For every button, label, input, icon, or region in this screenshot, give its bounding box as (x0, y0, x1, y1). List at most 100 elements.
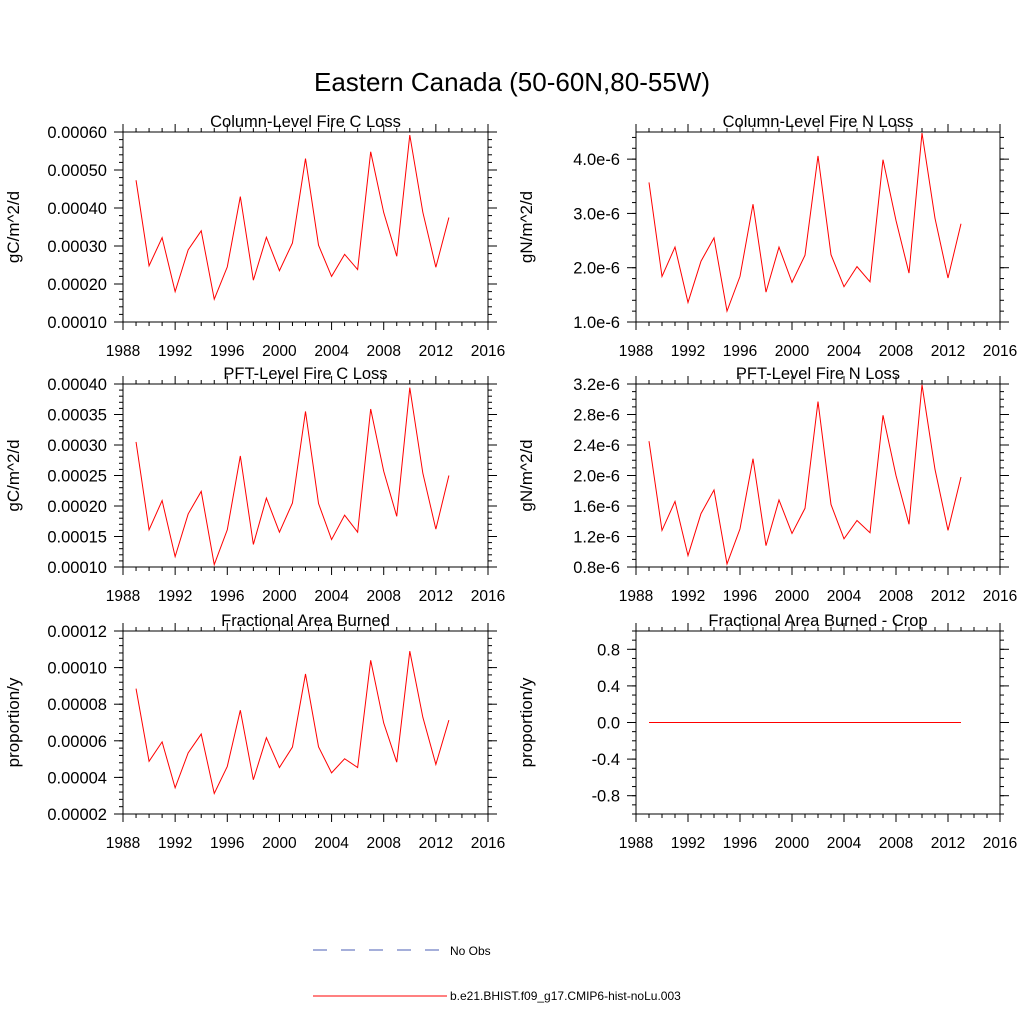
y-tick-label: 0.00060 (47, 124, 107, 142)
panel-column-level-fire-c-loss: Column-Level Fire C Loss gC/m^2/d 1988 1992… (4, 113, 505, 360)
x-tick-label: 2000 (775, 343, 810, 360)
y-tick-label: 0.0 (597, 715, 620, 733)
y-tick-label: 2.0e-6 (573, 468, 620, 486)
legend: No Obs b.e21.BHIST.f09_g17.CMIP6-hist-no… (313, 944, 681, 1003)
x-tick-label: 1996 (210, 835, 244, 852)
y-tick-label: 4.0e-6 (573, 151, 620, 169)
series-line (135, 651, 450, 796)
y-tick-label: -0.8 (592, 788, 620, 806)
y-tick-label: 0.00020 (47, 498, 107, 516)
y-tick-label: 0.00012 (47, 623, 107, 641)
panel-title: Fractional Area Burned (221, 612, 390, 630)
series-line (648, 133, 962, 314)
x-tick-label: 2004 (827, 835, 862, 852)
x-tick-label: 2012 (419, 835, 453, 852)
panel-column-level-fire-n-loss: Column-Level Fire N Loss gN/m^2/d 1988 1992… (517, 113, 1017, 360)
y-axis-label: gN/m^2/d (517, 191, 536, 263)
x-tick-label: 1992 (158, 588, 192, 605)
x-tick-label: 1988 (619, 835, 653, 852)
x-tick-label: 2000 (262, 343, 297, 360)
panel-fractional-area-burned: Fractional Area Burned proportion/y 1988 19… (4, 612, 505, 852)
x-tick-label: 2012 (931, 588, 965, 605)
panel-pft-level-fire-c-loss: PFT-Level Fire C Loss gC/m^2/d 1988 1992 199… (4, 365, 505, 605)
y-tick-label: 0.00010 (47, 559, 107, 577)
x-tick-label: 2012 (931, 835, 965, 852)
y-tick-label: 2.4e-6 (573, 437, 620, 455)
panel-title: PFT-Level Fire N Loss (736, 365, 900, 383)
y-tick-label: 2.0e-6 (573, 260, 620, 278)
x-tick-label: 2016 (983, 343, 1017, 360)
y-tick-label: 0.8 (597, 641, 620, 659)
y-tick-label: 3.2e-6 (573, 376, 620, 394)
x-tick-label: 1996 (210, 588, 244, 605)
x-tick-label: 2008 (366, 343, 400, 360)
y-tick-label: 2.8e-6 (573, 407, 620, 425)
y-tick-label: 0.00006 (47, 733, 107, 751)
x-tick-label: 2000 (775, 835, 810, 852)
x-tick-label: 2016 (983, 835, 1017, 852)
x-tick-label: 2000 (262, 588, 297, 605)
x-tick-label: 2004 (827, 588, 862, 605)
panel-pft-level-fire-n-loss: PFT-Level Fire N Loss gN/m^2/d 1988 1992 199… (517, 365, 1017, 605)
x-tick-label: 1988 (106, 343, 140, 360)
x-tick-label: 2004 (314, 343, 349, 360)
panel-title: Fractional Area Burned - Crop (708, 612, 927, 630)
x-tick-label: 2008 (366, 588, 400, 605)
chart-panels: Column-Level Fire C Loss gC/m^2/d 1988 1992… (4, 113, 1017, 852)
y-tick-label: 0.00030 (47, 238, 107, 256)
y-axis-label: proportion/y (517, 677, 536, 767)
plot-frame (122, 630, 489, 815)
y-tick-label: 1.2e-6 (573, 529, 620, 547)
y-tick-label: 0.00004 (47, 769, 107, 787)
x-tick-label: 1992 (671, 343, 705, 360)
x-tick-label: 2016 (983, 588, 1017, 605)
x-tick-label: 2008 (366, 835, 400, 852)
series-line (648, 384, 962, 566)
plot-frame (635, 383, 1001, 568)
series-line (135, 387, 450, 567)
y-tick-label: 0.4 (597, 678, 620, 696)
x-tick-label: 2008 (879, 835, 913, 852)
y-tick-label: 0.00015 (47, 529, 107, 547)
legend-label-no-obs: No Obs (450, 944, 491, 958)
y-tick-label: 1.0e-6 (573, 314, 620, 332)
y-tick-label: 0.00010 (47, 660, 107, 678)
y-tick-label: 0.8e-6 (573, 559, 620, 577)
y-tick-label: -0.4 (592, 751, 620, 769)
x-tick-label: 1996 (210, 343, 244, 360)
y-axis-label: gC/m^2/d (4, 191, 23, 263)
y-axis-label: proportion/y (4, 677, 23, 767)
y-tick-label: 3.0e-6 (573, 205, 620, 223)
y-tick-label: 0.00002 (47, 806, 107, 824)
x-tick-label: 1992 (158, 343, 192, 360)
x-tick-label: 2012 (419, 588, 453, 605)
x-tick-label: 2000 (775, 588, 810, 605)
x-tick-label: 1988 (619, 588, 653, 605)
y-tick-label: 0.00020 (47, 276, 107, 294)
x-tick-label: 1996 (723, 835, 757, 852)
x-tick-label: 2004 (314, 835, 349, 852)
figure-title: Eastern Canada (50-60N,80-55W) (314, 67, 710, 97)
y-axis-label: gN/m^2/d (517, 439, 536, 511)
x-tick-label: 1992 (158, 835, 192, 852)
series-line (135, 134, 450, 301)
x-tick-label: 1992 (671, 835, 705, 852)
panel-title: PFT-Level Fire C Loss (223, 365, 387, 383)
x-tick-label: 2016 (471, 343, 505, 360)
panel-title: Column-Level Fire C Loss (210, 113, 401, 131)
y-axis-label: gC/m^2/d (4, 439, 23, 511)
y-tick-label: 0.00010 (47, 314, 107, 332)
y-tick-label: 0.00035 (47, 407, 107, 425)
legend-label-model: b.e21.BHIST.f09_g17.CMIP6-hist-noLu.003 (450, 989, 681, 1003)
x-tick-label: 1996 (723, 343, 757, 360)
y-tick-label: 1.6e-6 (573, 498, 620, 516)
panel-title: Column-Level Fire N Loss (723, 113, 914, 131)
x-tick-label: 1996 (723, 588, 757, 605)
x-tick-label: 2000 (262, 835, 297, 852)
panel-fractional-area-burned-crop: Fractional Area Burned - Crop proportion/… (517, 612, 1017, 852)
x-tick-label: 1988 (106, 588, 140, 605)
x-tick-label: 2012 (931, 343, 965, 360)
y-tick-label: 0.00030 (47, 437, 107, 455)
x-tick-label: 2008 (879, 588, 913, 605)
x-tick-label: 2016 (471, 835, 505, 852)
